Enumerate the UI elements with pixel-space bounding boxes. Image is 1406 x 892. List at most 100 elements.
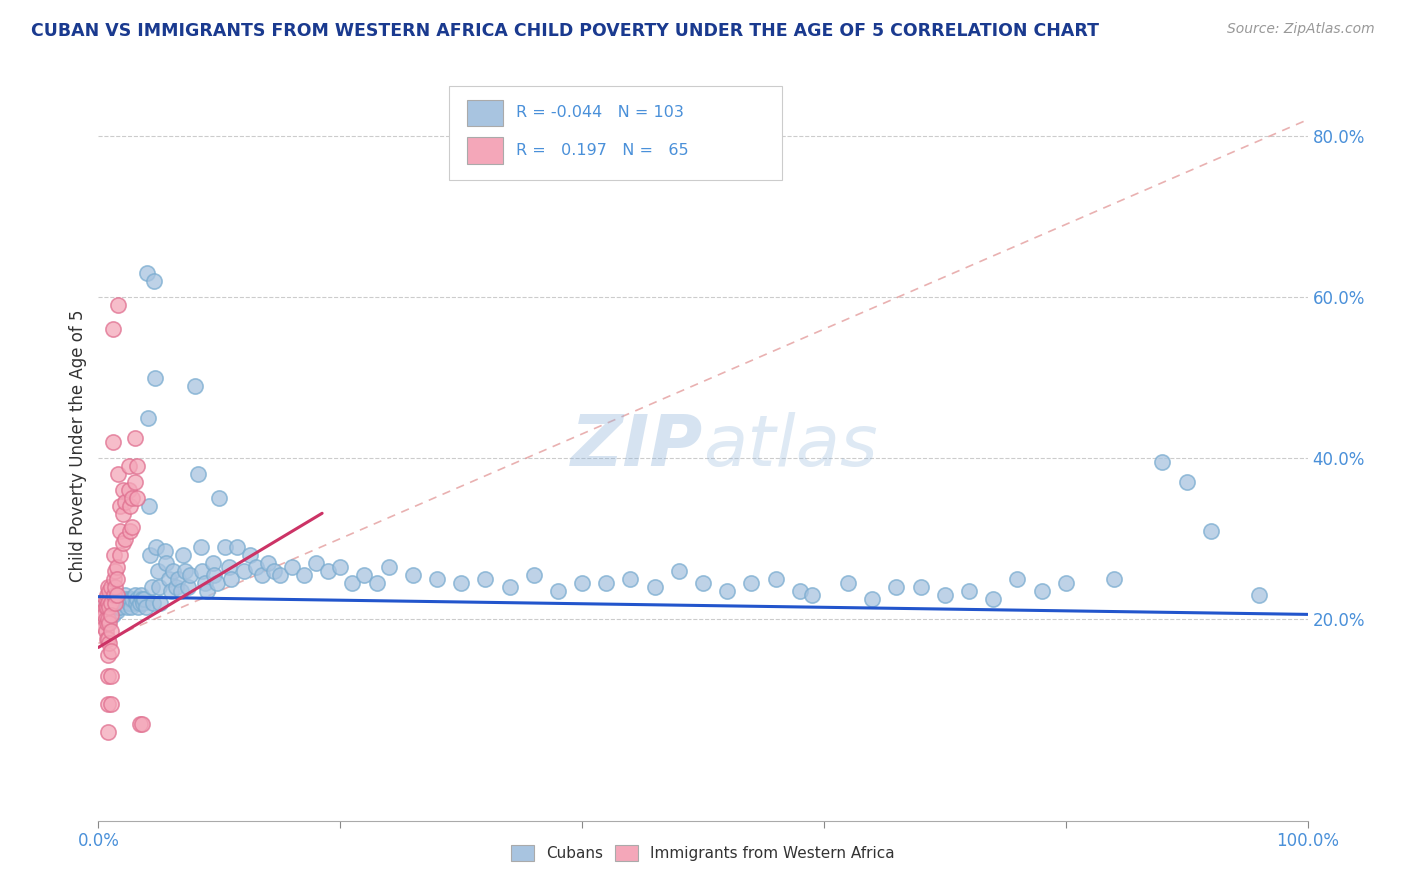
Point	[474, 572, 496, 586]
Point	[111, 483, 134, 498]
FancyBboxPatch shape	[449, 87, 782, 180]
Point	[131, 592, 153, 607]
Point	[135, 266, 157, 280]
Point	[135, 600, 157, 615]
Point	[100, 624, 122, 639]
Point	[498, 580, 520, 594]
Point	[97, 612, 120, 626]
Point	[120, 600, 142, 615]
Point	[121, 519, 143, 533]
Point	[98, 600, 121, 615]
Point	[187, 467, 209, 482]
Point	[692, 576, 714, 591]
Point	[98, 608, 121, 623]
Point	[128, 596, 150, 610]
Text: R = -0.044   N = 103: R = -0.044 N = 103	[516, 105, 683, 120]
Point	[172, 548, 194, 562]
Point	[97, 725, 120, 739]
Point	[96, 588, 118, 602]
Point	[366, 576, 388, 591]
Point	[97, 596, 120, 610]
Bar	[467, 100, 503, 126]
Point	[142, 596, 165, 610]
Point	[232, 564, 254, 578]
Point	[96, 616, 118, 631]
Point	[121, 491, 143, 506]
Text: Source: ZipAtlas.com: Source: ZipAtlas.com	[1227, 22, 1375, 37]
Point	[94, 600, 117, 615]
Point	[208, 491, 231, 506]
Point	[179, 568, 201, 582]
Point	[118, 524, 141, 538]
Point	[204, 568, 226, 582]
Point	[127, 491, 149, 506]
Point	[96, 612, 118, 626]
Point	[118, 500, 141, 514]
Point	[886, 580, 908, 594]
Point	[111, 535, 134, 549]
Point	[114, 588, 136, 602]
Point	[104, 596, 127, 610]
Point	[98, 636, 121, 650]
Point	[118, 592, 141, 607]
Point	[910, 580, 932, 594]
Point	[245, 559, 267, 574]
Point	[100, 580, 122, 594]
Point	[316, 564, 339, 578]
Point	[100, 644, 122, 658]
Point	[377, 559, 399, 574]
Point	[103, 588, 125, 602]
Point	[115, 592, 138, 607]
Point	[169, 584, 191, 599]
Point	[167, 572, 190, 586]
Point	[981, 592, 1004, 607]
Point	[292, 568, 315, 582]
Point	[93, 608, 115, 623]
Point	[114, 532, 136, 546]
Bar	[467, 137, 503, 163]
Point	[1054, 576, 1077, 591]
Point	[94, 624, 117, 639]
Point	[305, 556, 328, 570]
Point	[108, 548, 131, 562]
Y-axis label: Child Poverty Under the Age of 5: Child Poverty Under the Age of 5	[69, 310, 87, 582]
Point	[134, 592, 156, 607]
Point	[191, 564, 214, 578]
Point	[143, 274, 166, 288]
Text: ZIP: ZIP	[571, 411, 703, 481]
Point	[256, 556, 278, 570]
Point	[100, 600, 122, 615]
Point	[153, 543, 176, 558]
Point	[111, 596, 134, 610]
Point	[100, 596, 122, 610]
Point	[353, 568, 375, 582]
Point	[800, 588, 823, 602]
Point	[107, 298, 129, 312]
Point	[127, 592, 149, 607]
Point	[1249, 588, 1271, 602]
Point	[97, 616, 120, 631]
Point	[97, 580, 120, 594]
Point	[202, 556, 225, 570]
Point	[108, 524, 131, 538]
Point	[281, 559, 304, 574]
Point	[184, 378, 207, 392]
Point	[104, 564, 127, 578]
Point	[100, 608, 122, 623]
Point	[177, 580, 200, 594]
Point	[118, 596, 141, 610]
Point	[114, 495, 136, 509]
Point	[160, 584, 183, 599]
Point	[105, 572, 128, 586]
Point	[100, 697, 122, 711]
Point	[94, 612, 117, 626]
Point	[107, 600, 129, 615]
Text: atlas: atlas	[703, 411, 877, 481]
Point	[103, 596, 125, 610]
Point	[96, 600, 118, 615]
Point	[837, 576, 859, 591]
Point	[96, 632, 118, 647]
Point	[571, 576, 593, 591]
Text: R =   0.197   N =   65: R = 0.197 N = 65	[516, 143, 688, 158]
Point	[97, 632, 120, 647]
